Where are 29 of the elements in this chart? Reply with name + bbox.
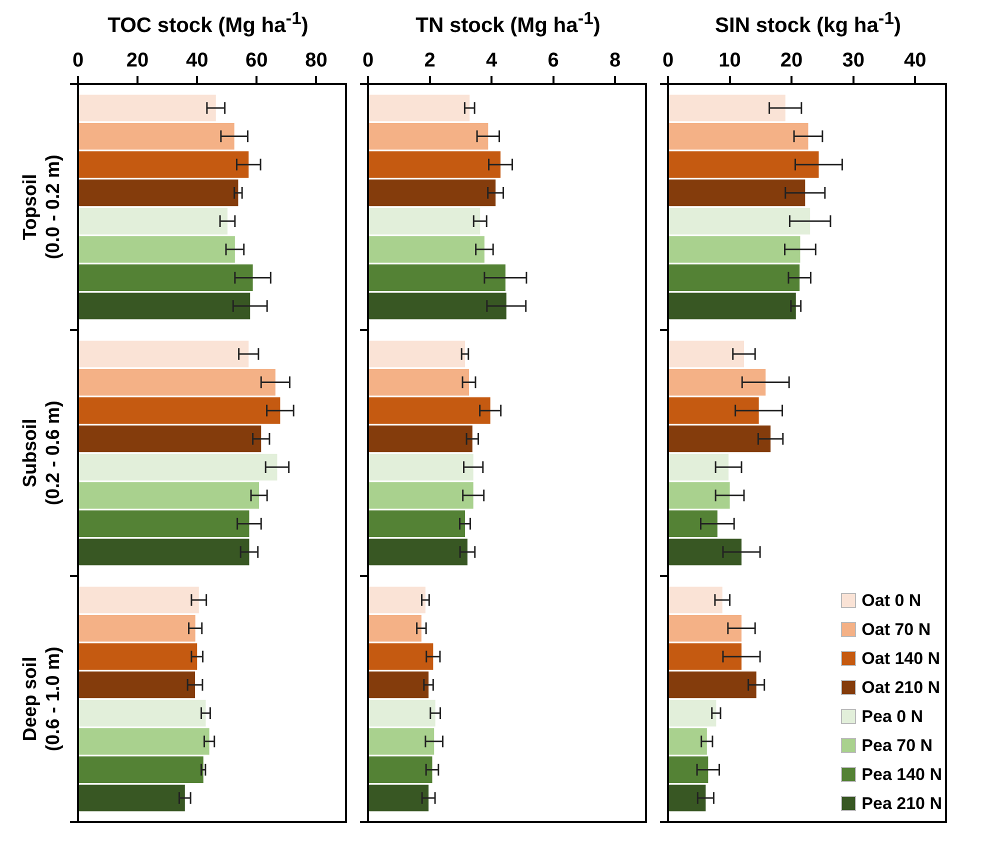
x-tick-label: 0: [362, 50, 374, 72]
y-tick-label: Topsoil (0.0 - 0.2 m): [20, 154, 64, 260]
chart-title: SIN stock (kg ha$^{-1}$): [714, 8, 902, 39]
x-tick-label: 8: [610, 50, 621, 72]
x-tick-label: 0: [662, 50, 674, 72]
chart-title: TOC stock (Mg ha$^{-1}$): [106, 8, 310, 39]
y-tick-label: Deep soil (0.6 - 1.0 m): [20, 646, 64, 752]
x-tick-label: 10: [718, 50, 741, 72]
chart-title: TN stock (Mg ha$^{-1}$): [414, 8, 602, 39]
x-tick-label: 30: [842, 50, 864, 72]
x-tick-label: 6: [548, 50, 559, 72]
legend-label: Pea 140 N: [862, 764, 942, 784]
x-tick-label: 20: [126, 50, 149, 72]
x-tick-label: 40: [186, 50, 208, 72]
legend-label: Pea 210 N: [862, 794, 942, 814]
x-tick-label: 40: [904, 50, 926, 72]
x-tick-label: 60: [246, 50, 268, 72]
x-tick-label: 2: [424, 50, 436, 72]
legend-label: Oat 0 N: [862, 590, 922, 610]
legend-label: Pea 70 N: [862, 736, 933, 756]
x-tick-label: 4: [486, 50, 498, 72]
x-tick-label: 20: [780, 50, 803, 72]
x-tick-label: 80: [305, 50, 328, 72]
legend-label: Pea 0 N: [862, 706, 924, 726]
y-tick-label: Subsoil (0.2 - 0.6 m): [20, 400, 64, 506]
legend-label: Oat 210 N: [862, 678, 940, 698]
legend-label: Oat 70 N: [862, 620, 931, 640]
x-tick-label: 0: [72, 50, 84, 72]
legend-label: Oat 140 N: [862, 648, 940, 668]
